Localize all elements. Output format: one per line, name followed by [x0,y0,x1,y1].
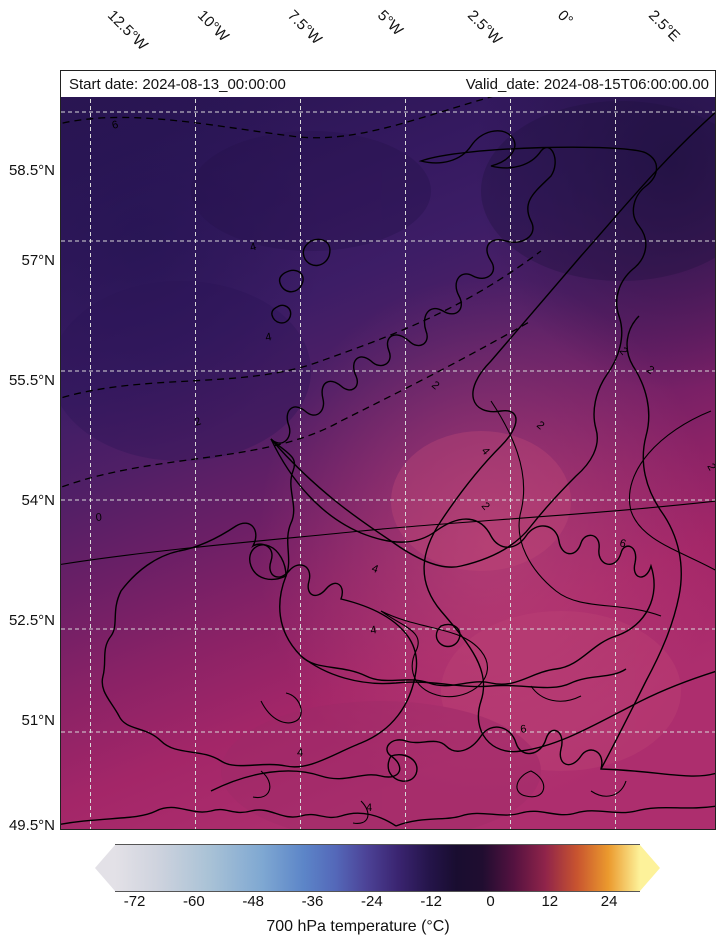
colorbar-high-extend-arrow[interactable] [640,845,660,891]
cb-tick-6: 0 [486,893,494,910]
svg-text:4: 4 [366,802,372,814]
xtick-1: 10°W [194,7,232,45]
ytick-0: 58.5°N [0,162,55,179]
cb-tick-0: -72 [124,893,146,910]
xtick-2: 7.5°W [284,7,325,48]
valid-date-text: Valid_date: 2024-08-15T06:00:00.00 [466,76,709,93]
cb-tick-4: -24 [361,893,383,910]
cb-tick-5: -12 [420,893,442,910]
ytick-2: 55.5°N [0,372,55,389]
xtick-3: 5°W [374,7,406,39]
colorbar[interactable]: -72 -60 -48 -36 -24 -12 0 12 24 [95,845,660,919]
cb-tick-3: -36 [302,893,324,910]
cb-tick-8: 24 [601,893,618,910]
colorbar-ticks: -72 -60 -48 -36 -24 -12 0 12 24 [95,893,660,919]
ytick-5: 51°N [0,712,55,729]
colorbar-gradient[interactable] [115,844,640,892]
map-info-header: Start date: 2024-08-13_00:00:00 Valid_da… [61,71,716,97]
colorbar-low-extend-arrow[interactable] [95,845,115,891]
colorbar-title: 700 hPa temperature (°C) [0,918,716,936]
temperature-field-svg: 6 4 4 2 0 2 2 2 2 2 2 4 4 4 6 4 6 4 6 6 [61,71,716,830]
svg-text:0: 0 [95,512,102,524]
ytick-3: 54°N [0,492,55,509]
xtick-0: 12.5°W [104,7,151,54]
ytick-1: 57°N [0,252,55,269]
cb-tick-1: -60 [183,893,205,910]
xtick-6: 2.5°E [645,7,683,45]
weather-map-root: 6 4 4 2 0 2 2 2 2 2 2 4 4 4 6 4 6 4 6 6 [0,0,716,949]
ytick-6: 49.5°N [0,817,55,834]
cb-tick-2: -48 [242,893,264,910]
xtick-4: 2.5°W [464,7,505,48]
svg-text:4: 4 [297,747,303,759]
cb-tick-7: 12 [541,893,558,910]
xtick-5: 0° [554,7,576,29]
ytick-4: 52.5°N [0,612,55,629]
start-date-text: Start date: 2024-08-13_00:00:00 [69,76,286,93]
map-plot-area: 6 4 4 2 0 2 2 2 2 2 2 4 4 4 6 4 6 4 6 6 [60,70,716,830]
